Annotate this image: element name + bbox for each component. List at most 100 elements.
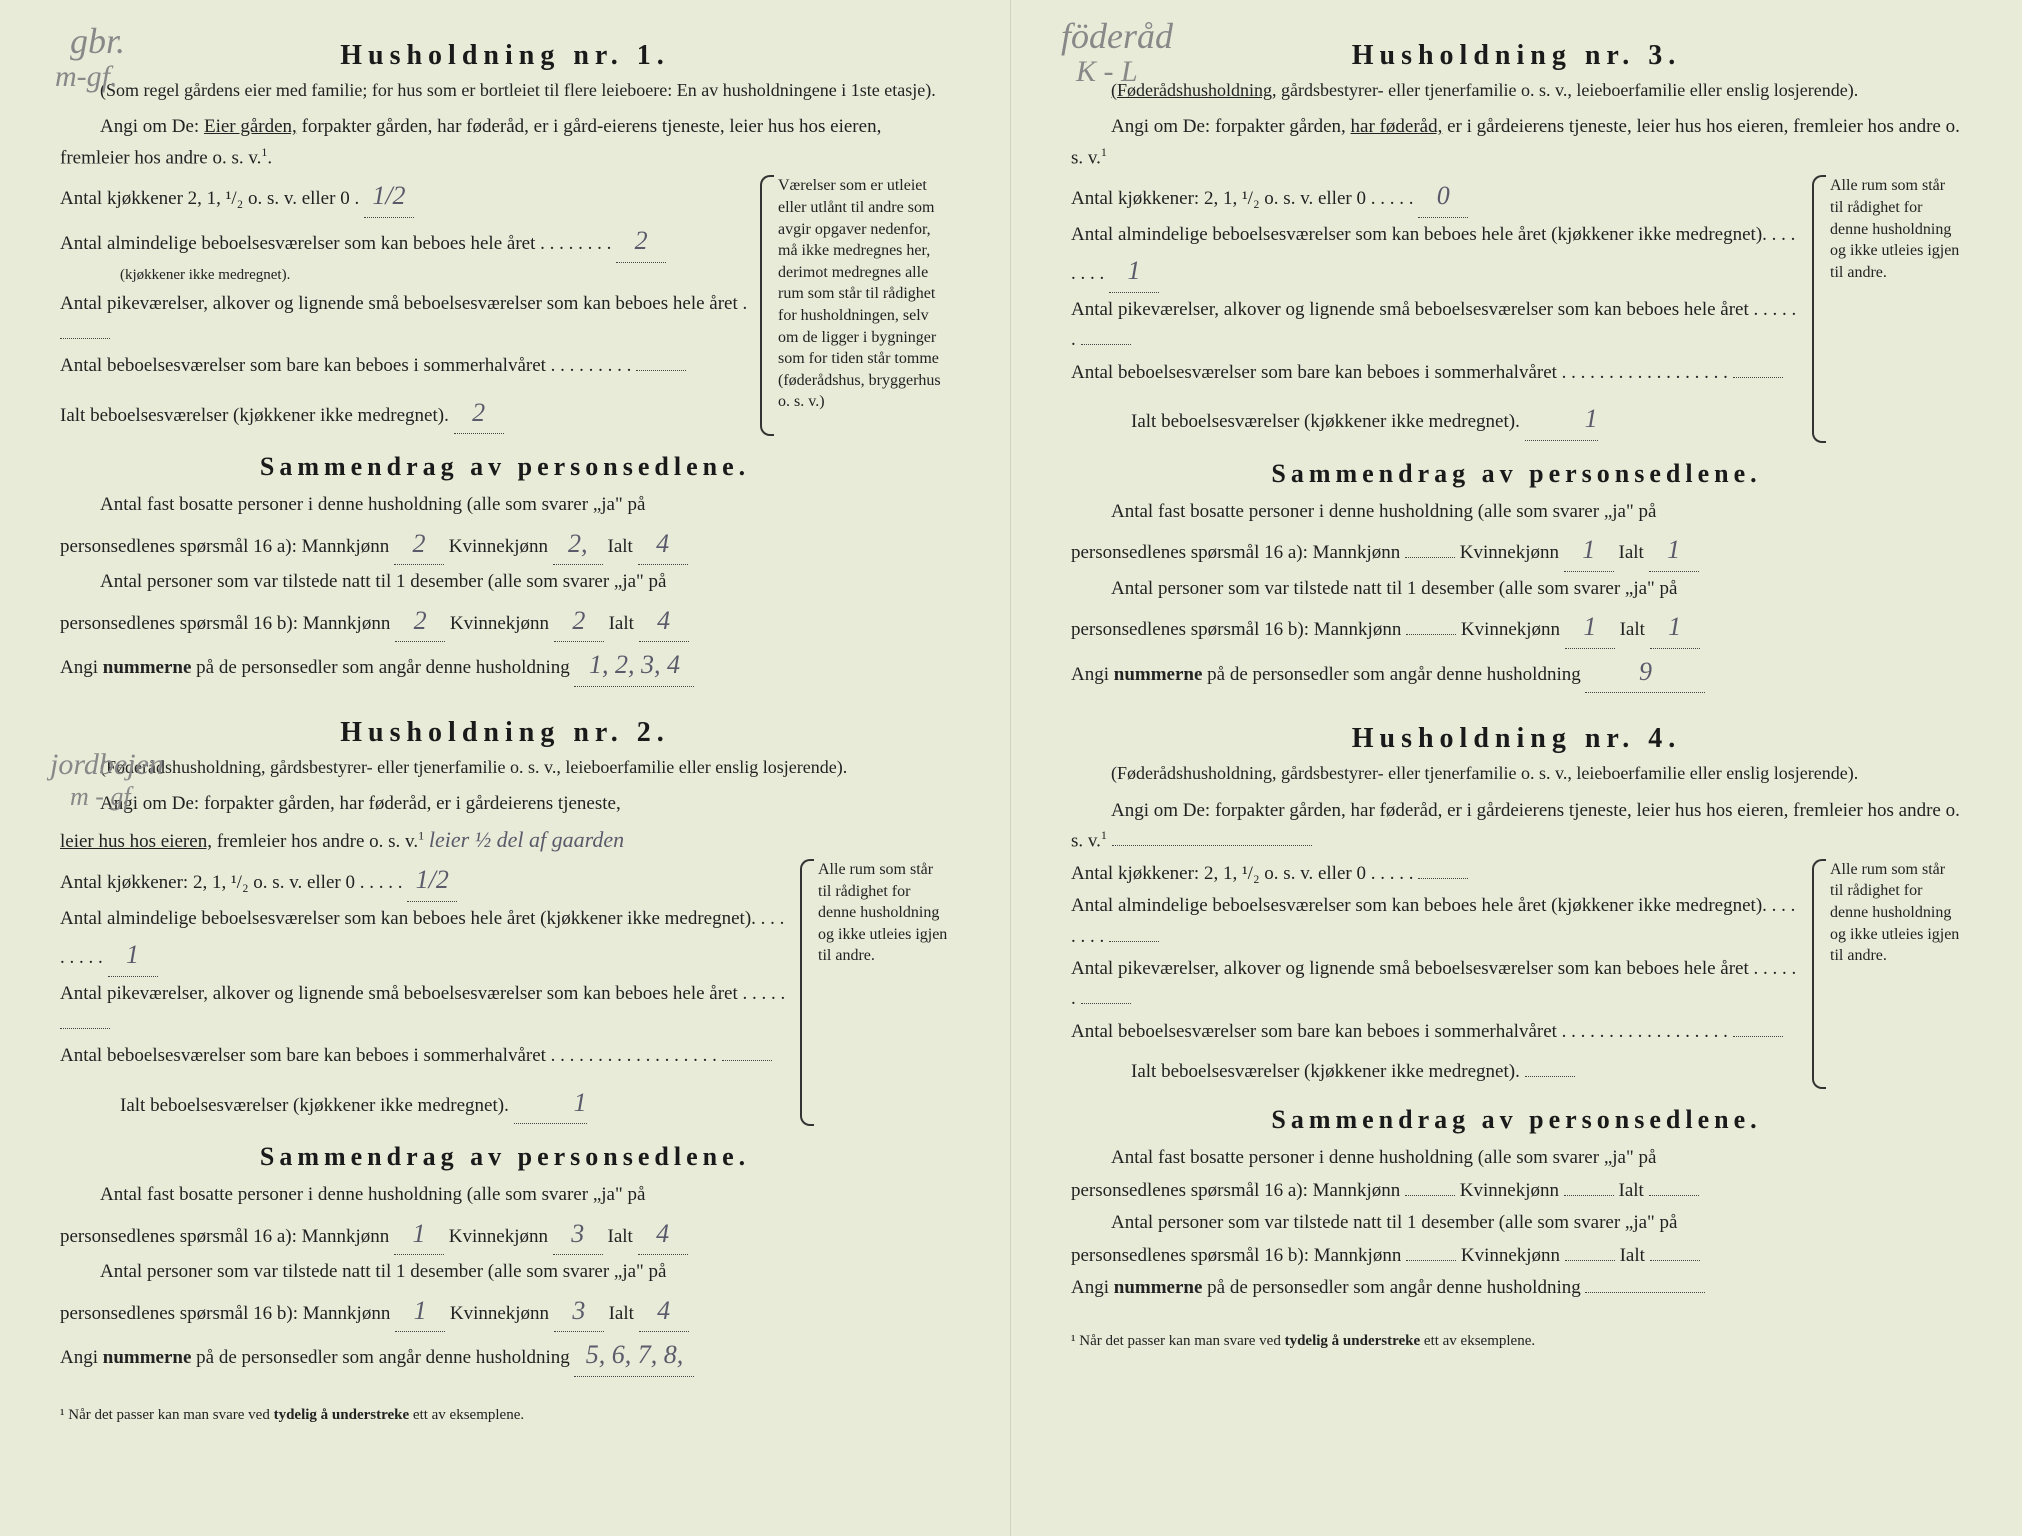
hh2-angi-pre: Angi om De: forpakter gården, har føderå… (100, 793, 621, 814)
hh4-perm-line2: personsedlenes spørsmål 16 a): Mannkjønn (1071, 1180, 1400, 1201)
hh3-rooms2: Antal pikeværelser, alkover og lignende … (1071, 295, 1800, 356)
hh1-rooms2-label: Antal pikeværelser, alkover og lignende … (60, 293, 747, 314)
hh1-kitchen-value: 1/2 (364, 175, 414, 218)
hh1-angi: Angi om De: Eier gården, forpakter gårde… (60, 112, 950, 173)
hh3-rooms1-value: 1 (1109, 250, 1159, 293)
hh3-note: Alle rum som står til rådighet for denne… (1812, 175, 1962, 442)
hh2-num-pre: Angi (60, 1347, 103, 1368)
hh2-perm-line2: personsedlenes spørsmål 16 a): Mannkjønn (60, 1226, 389, 1247)
hh2-perm-m: 1 (394, 1213, 444, 1256)
pencil-note-4: m - gf (70, 782, 131, 812)
hh3-ialt: Ialt (1619, 542, 1644, 563)
brace-icon-3 (1812, 175, 1826, 442)
hh3-present-line2: personsedlenes spørsmål 16 b): Mannkjønn (1071, 619, 1401, 640)
hh2-present-k: 3 (554, 1290, 604, 1333)
household-2: Husholdning nr. 2. (Føderådshusholdning,… (60, 717, 950, 1377)
hh3-room-block: Antal kjøkkener: 2, 1, ¹/₂ o. s. v. elle… (1071, 175, 1962, 442)
hh4-num-post: på de personsedler som angår denne husho… (1202, 1277, 1580, 1298)
hh2-angi-rest: fremleier hos andre o. s. v. (217, 831, 418, 852)
hh3-note-text: Alle rum som står til rådighet for denne… (1830, 177, 1959, 280)
hh4-rooms3: Antal beboelsesværelser som bare kan beb… (1071, 1017, 1800, 1047)
hh4-perm-line: personsedlenes spørsmål 16 a): Mannkjønn… (1071, 1176, 1962, 1206)
hh4-present-line: personsedlenes spørsmål 16 b): Mannkjønn… (1071, 1241, 1962, 1271)
hh1-present-intro: Antal personer som var tilstede natt til… (60, 567, 950, 597)
hh1-sup: 1 (261, 145, 267, 159)
hh2-room-block: Antal kjøkkener: 2, 1, ¹/₂ o. s. v. elle… (60, 859, 950, 1126)
footnote-rest: ett av eksemplene. (409, 1407, 524, 1423)
hh1-numbers: Angi nummerne på de personsedler som ang… (60, 644, 950, 687)
hh4-perm-m (1405, 1195, 1455, 1196)
brace-icon-2 (800, 859, 814, 1126)
hh4-kitchen-value (1418, 878, 1468, 879)
hh2-kitchen: Antal kjøkkener: 2, 1, ¹/₂ o. s. v. elle… (60, 859, 788, 902)
hh1-present-line2: personsedlenes spørsmål 16 b): Mannkjønn (60, 613, 390, 634)
hh4-kitchen: Antal kjøkkener: 2, 1, ¹/₂ o. s. v. elle… (1071, 859, 1800, 889)
hh4-present-intro: Antal personer som var tilstede natt til… (1071, 1208, 1962, 1238)
hh1-present-k: 2 (554, 600, 604, 643)
hh2-sup: 1 (418, 828, 424, 842)
hh3-num-pre: Angi (1071, 664, 1114, 685)
hh4-total-value (1525, 1076, 1575, 1077)
hh4-present-total (1650, 1260, 1700, 1261)
hh4-rooms2-label: Antal pikeværelser, alkover og lignende … (1071, 958, 1796, 1009)
hh2-rooms2-label: Antal pikeværelser, alkover og lignende … (60, 983, 785, 1004)
hh4-present-m (1406, 1260, 1456, 1261)
hh4-rooms1-value (1109, 941, 1159, 942)
left-page: gbr. m-gf. Husholdning nr. 1. (Som regel… (0, 0, 1011, 1536)
hh2-total-value: 1 (514, 1082, 587, 1125)
hh2-kvinne2: Kvinnekjønn (450, 1303, 549, 1324)
hh3-kitchen-value: 0 (1418, 175, 1468, 218)
hh3-sup: 1 (1101, 145, 1107, 159)
hh3-subtitle: (Føderådshusholdning, gårdsbestyrer- ell… (1071, 78, 1962, 102)
hh1-present-total: 4 (639, 600, 689, 643)
hh1-summary-title: Sammendrag av personsedlene. (60, 452, 950, 482)
hh4-perm-total (1649, 1195, 1699, 1196)
hh3-perm-line2: personsedlenes spørsmål 16 a): Mannkjønn (1071, 542, 1400, 563)
hh3-angi-underline: har føderåd, (1351, 116, 1443, 137)
hh2-rooms3-label: Antal beboelsesværelser som bare kan beb… (60, 1045, 717, 1066)
hh1-note: Værelser som er utleiet eller utlånt til… (760, 175, 950, 436)
hh4-note-text: Alle rum som står til rådighet for denne… (1830, 861, 1959, 964)
hh2-angi2: leier hus hos eieren, fremleier hos andr… (60, 822, 950, 857)
hh4-ialt2: Ialt (1620, 1245, 1645, 1266)
hh3-perm-line: personsedlenes spørsmål 16 a): Mannkjønn… (1071, 529, 1962, 572)
hh2-num-post: på de personsedler som angår denne husho… (191, 1347, 569, 1368)
hh2-angi-hand: leier ½ del af gaarden (429, 827, 624, 852)
hh4-perm-k (1564, 1195, 1614, 1196)
hh2-summary-title: Sammendrag av personsedlene. (60, 1142, 950, 1172)
hh4-numbers: Angi nummerne på de personsedler som ang… (1071, 1273, 1962, 1303)
hh2-rooms1: Antal almindelige beboelsesværelser som … (60, 904, 788, 977)
hh4-num-bold: nummerne (1114, 1277, 1203, 1298)
hh1-perm-total: 4 (638, 523, 688, 566)
pencil-note-6: K - L (1076, 55, 1138, 89)
hh1-rooms1: Antal almindelige beboelsesværelser som … (60, 220, 748, 287)
hh3-kitchen-label: Antal kjøkkener: 2, 1, ¹/₂ o. s. v. elle… (1071, 188, 1413, 209)
hh3-total-label: Ialt beboelsesværelser (kjøkkener ikke m… (1131, 411, 1520, 432)
hh4-total: Ialt beboelsesværelser (kjøkkener ikke m… (1071, 1057, 1800, 1087)
hh1-rooms3: Antal beboelsesværelser som bare kan beb… (60, 351, 748, 381)
hh3-rooms2-label: Antal pikeværelser, alkover og lignende … (1071, 299, 1796, 350)
hh2-perm-k: 3 (553, 1213, 603, 1256)
hh4-note: Alle rum som står til rådighet for denne… (1812, 859, 1962, 1090)
hh3-subtitle-rest: gårdsbestyrer- eller tjenerfamilie o. s.… (1277, 80, 1859, 100)
hh1-total: Ialt beboelsesværelser (kjøkkener ikke m… (60, 392, 748, 435)
hh2-rooms2: Antal pikeværelser, alkover og lignende … (60, 979, 788, 1040)
hh3-present-line: personsedlenes spørsmål 16 b): Mannkjønn… (1071, 606, 1962, 649)
hh1-kvinne2: Kvinnekjønn (450, 613, 549, 634)
pencil-note-1: gbr. (70, 20, 125, 62)
hh4-perm-intro: Antal fast bosatte personer i denne hush… (1071, 1143, 1962, 1173)
hh2-present-intro: Antal personer som var tilstede natt til… (60, 1257, 950, 1287)
hh3-rooms3: Antal beboelsesværelser som bare kan beb… (1071, 358, 1800, 388)
hh1-total-value: 2 (454, 392, 504, 435)
hh3-perm-intro: Antal fast bosatte personer i denne hush… (1071, 497, 1962, 527)
hh3-perm-m (1405, 557, 1455, 558)
hh1-title: Husholdning nr. 1. (60, 40, 950, 72)
hh2-kitchen-value: 1/2 (407, 859, 457, 902)
hh2-rooms2-value (60, 1028, 110, 1029)
hh1-rooms3-value (636, 370, 686, 371)
hh4-title: Husholdning nr. 4. (1071, 723, 1962, 755)
hh1-kitchen-label: Antal kjøkkener 2, 1, ¹/₂ o. s. v. eller… (60, 188, 359, 209)
hh4-summary-title: Sammendrag av personsedlene. (1071, 1105, 1962, 1135)
hh4-room-block: Antal kjøkkener: 2, 1, ¹/₂ o. s. v. elle… (1071, 859, 1962, 1090)
hh1-perm-line: personsedlenes spørsmål 16 a): Mannkjønn… (60, 523, 950, 566)
